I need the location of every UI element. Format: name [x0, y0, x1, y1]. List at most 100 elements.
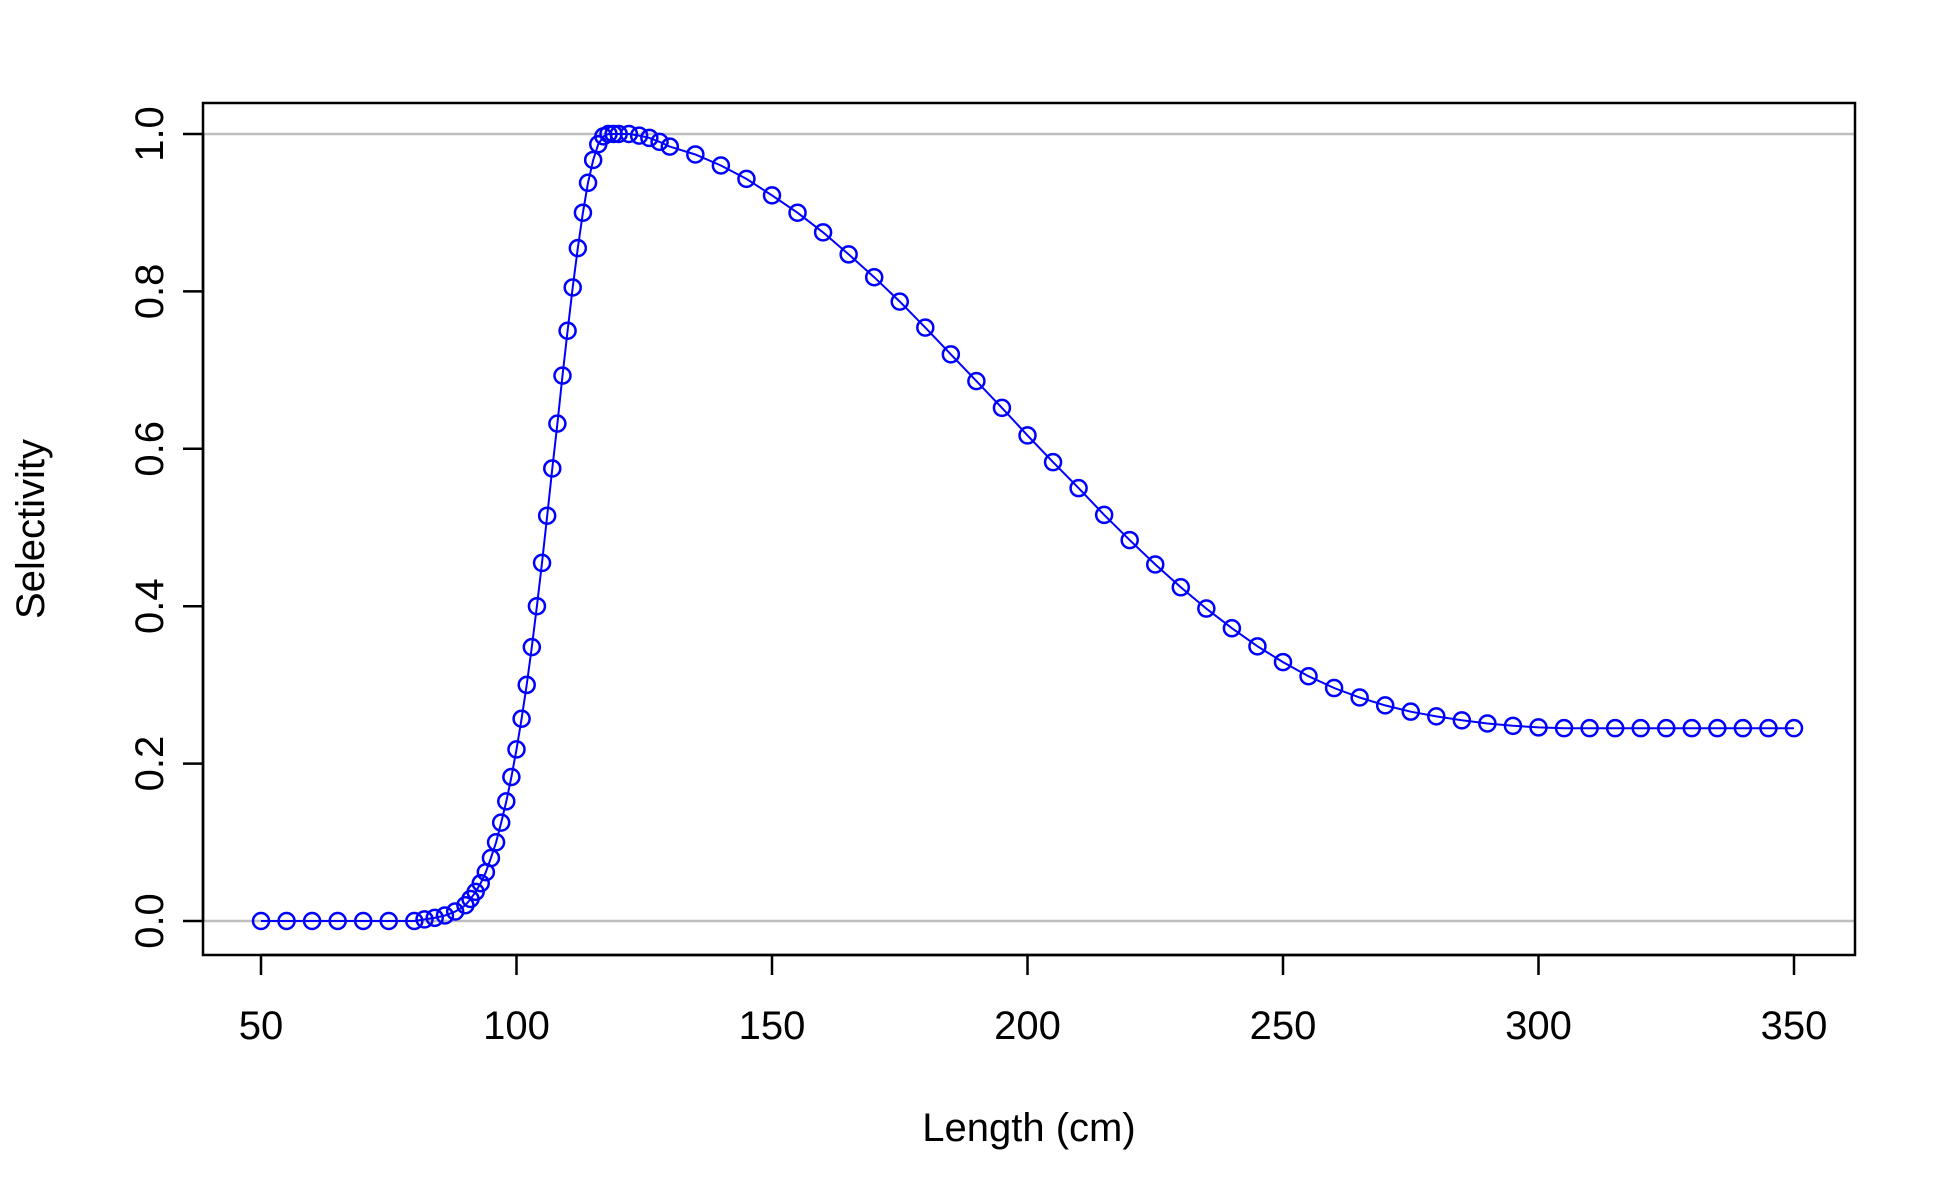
- y-tick-label: 0.4: [128, 578, 172, 634]
- data-point: [890, 292, 909, 311]
- data-point: [517, 675, 536, 695]
- x-tick-label: 100: [483, 1004, 550, 1048]
- data-point: [660, 137, 680, 156]
- plot-frame: [201, 101, 1857, 957]
- data-point: [543, 459, 562, 478]
- data-point: [686, 145, 705, 164]
- data-point: [839, 245, 858, 264]
- data-point: [864, 267, 884, 287]
- data-point: [1605, 718, 1625, 738]
- data-point: [1427, 707, 1446, 726]
- data-point: [916, 318, 935, 337]
- data-point: [425, 908, 444, 928]
- data-point: [1248, 637, 1267, 656]
- data-point: [629, 126, 649, 145]
- y-tick-label: 1.0: [128, 106, 172, 162]
- data-point: [1554, 718, 1574, 738]
- data-point: [1069, 478, 1088, 498]
- data-point: [277, 911, 296, 931]
- data-point: [558, 321, 577, 340]
- data-point: [1682, 718, 1702, 738]
- data-point: [1529, 718, 1548, 737]
- data-point: [650, 132, 669, 152]
- data-point: [491, 813, 511, 832]
- data-point: [481, 848, 501, 868]
- data-point: [471, 873, 490, 893]
- data-point: [1452, 711, 1472, 730]
- data-point: [992, 398, 1012, 418]
- data-point: [640, 128, 659, 148]
- selectivity-curve-line: [261, 133, 1794, 922]
- data-point: [1324, 678, 1344, 698]
- data-point: [1018, 426, 1037, 445]
- y-axis: 0.0 0.2 0.4 0.6 0.8 1.0: [128, 106, 205, 949]
- data-point: [788, 203, 807, 222]
- data-point: [1350, 688, 1369, 707]
- y-tick-label: 0.8: [128, 264, 172, 320]
- data-point: [1299, 666, 1318, 686]
- data-point: [1657, 718, 1676, 738]
- data-point: [405, 911, 424, 931]
- data-point: [379, 911, 398, 931]
- data-point: [1759, 718, 1778, 738]
- data-point: [578, 173, 598, 193]
- data-point: [435, 906, 455, 925]
- data-point: [512, 709, 531, 728]
- data-point: [1120, 530, 1139, 550]
- data-point: [941, 345, 961, 364]
- data-point: [813, 223, 833, 242]
- data-point: [1708, 718, 1727, 738]
- data-point: [415, 910, 434, 929]
- data-point: [1733, 718, 1753, 738]
- data-point: [302, 911, 322, 931]
- data-point: [1043, 452, 1063, 472]
- data-point: [486, 833, 506, 852]
- data-point: [328, 911, 347, 931]
- data-point: [1401, 702, 1420, 721]
- data-point: [573, 203, 593, 222]
- data-point: [507, 740, 526, 759]
- data-point: [1222, 618, 1242, 638]
- x-axis-title: Length (cm): [922, 1106, 1135, 1150]
- data-point: [1580, 718, 1599, 738]
- x-tick-label: 50: [239, 1004, 284, 1048]
- x-axis: 50 100 150 200 250 300 350: [239, 953, 1828, 1048]
- x-tick-label: 200: [994, 1004, 1061, 1048]
- data-point: [1094, 505, 1114, 525]
- data-point: [609, 124, 628, 144]
- x-tick-label: 300: [1505, 1004, 1572, 1048]
- x-tick-label: 250: [1250, 1004, 1317, 1048]
- data-point: [537, 506, 557, 525]
- data-point: [527, 596, 547, 616]
- x-tick-label: 150: [739, 1004, 806, 1048]
- data-point: [711, 156, 731, 175]
- data-point: [1197, 599, 1216, 618]
- y-tick-label: 0.0: [128, 893, 172, 949]
- y-tick-label: 0.6: [128, 421, 172, 477]
- data-point: [1146, 555, 1165, 574]
- reference-lines: [203, 132, 1855, 923]
- data-point: [502, 767, 521, 787]
- y-axis-title: Selectivity: [9, 439, 53, 619]
- data-point: [1503, 716, 1523, 736]
- data-point: [445, 902, 465, 921]
- data-point: [619, 124, 639, 144]
- data-point: [548, 414, 567, 433]
- data-point: [599, 124, 618, 144]
- data-point: [1273, 652, 1293, 672]
- data-point: [522, 637, 542, 657]
- data-point: [251, 911, 271, 931]
- data-point: [1171, 578, 1191, 597]
- data-point: [1631, 718, 1650, 738]
- data-point: [967, 371, 986, 391]
- x-tick-label: 350: [1761, 1004, 1828, 1048]
- data-point: [762, 186, 782, 205]
- data-points: [251, 124, 1804, 931]
- data-point: [583, 150, 603, 170]
- data-point: [737, 169, 756, 189]
- data-point: [568, 238, 588, 258]
- data-point: [1478, 714, 1497, 733]
- y-tick-label: 0.2: [128, 736, 172, 792]
- data-point: [532, 553, 552, 573]
